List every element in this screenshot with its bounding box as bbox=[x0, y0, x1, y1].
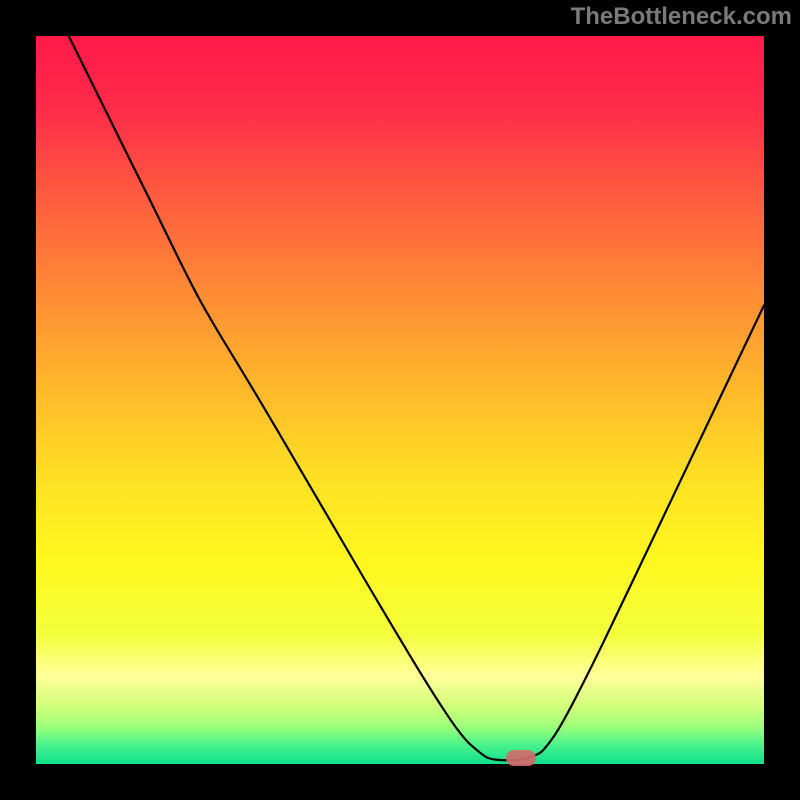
chart-container: TheBottleneck.com bbox=[0, 0, 800, 800]
watermark-text: TheBottleneck.com bbox=[571, 0, 792, 34]
bottleneck-curve bbox=[36, 36, 764, 764]
plot-area bbox=[36, 36, 764, 764]
min-marker bbox=[506, 750, 536, 766]
curve-path bbox=[69, 36, 764, 760]
